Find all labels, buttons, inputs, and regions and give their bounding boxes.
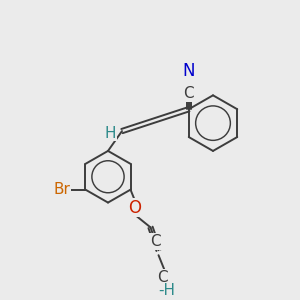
Text: Br: Br <box>53 182 70 197</box>
Text: N: N <box>182 62 195 80</box>
Text: H: H <box>104 126 116 141</box>
Text: C: C <box>150 234 161 249</box>
Text: C: C <box>157 269 168 284</box>
Text: C: C <box>183 86 194 101</box>
Text: O: O <box>128 199 141 217</box>
Text: -H: -H <box>158 284 175 298</box>
